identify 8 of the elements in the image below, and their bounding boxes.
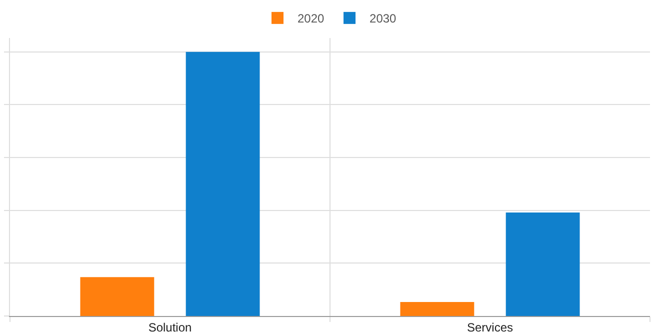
bar xyxy=(80,277,154,316)
legend-label: 2020 xyxy=(298,12,325,26)
x-tick-label: Solution xyxy=(148,320,192,334)
bar xyxy=(186,52,260,316)
legend-label: 2030 xyxy=(370,12,397,26)
bar xyxy=(506,212,580,316)
x-tick-label: Services xyxy=(466,320,514,334)
bar xyxy=(400,302,474,316)
